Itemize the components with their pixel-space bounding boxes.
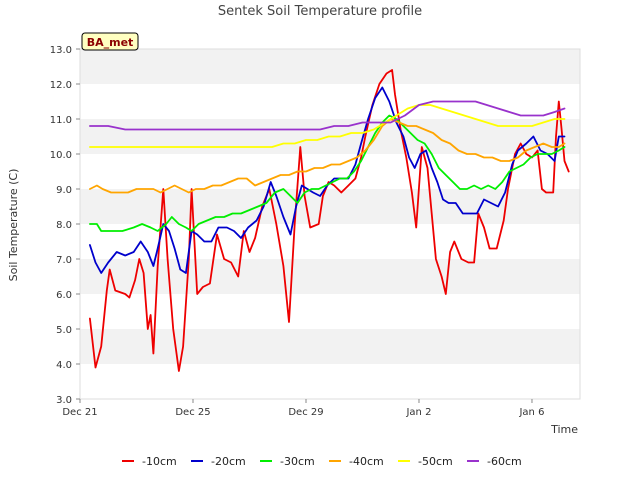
y-tick-label: 6.0 <box>56 290 72 301</box>
legend-label: -40cm <box>349 455 384 468</box>
x-tick-label: Dec 29 <box>288 407 323 418</box>
grid-band <box>80 224 580 259</box>
grid-band <box>80 329 580 364</box>
y-tick-label: 9.0 <box>56 185 72 196</box>
station-label-background <box>81 32 139 51</box>
legend-label: -10cm <box>142 455 177 468</box>
grid-band <box>80 84 580 119</box>
legend-label: -60cm <box>487 455 522 468</box>
legend: -10cm -20cm -30cm -40cm -50cm -60cm <box>122 455 522 468</box>
y-tick-label: 8.0 <box>56 220 72 231</box>
y-axis: 3.0 4.0 5.0 6.0 7.0 8.0 9.0 10.0 11.0 12.0 13.0 <box>50 45 80 406</box>
chart-title: Sentek Soil Temperature profile <box>218 4 422 19</box>
legend-label: -30cm <box>280 455 315 468</box>
series-line-60cmcm <box>89 100 566 131</box>
y-tick-label: 7.0 <box>56 255 72 266</box>
grid-band <box>80 259 580 294</box>
station-label-box: BA_met <box>81 32 139 51</box>
x-tick-label: Jan 2 <box>405 407 431 418</box>
station-label: BA_met <box>87 36 134 49</box>
grid-bands <box>80 49 580 399</box>
legend-label: -50cm <box>418 455 453 468</box>
series-line-30cmcm <box>89 114 566 232</box>
y-tick-label: 12.0 <box>50 80 72 91</box>
y-tick-label: 11.0 <box>50 115 72 126</box>
grid-band <box>80 364 580 399</box>
legend-label: -20cm <box>211 455 246 468</box>
series-line-50cmcm <box>89 104 566 148</box>
y-tick-label: 10.0 <box>50 150 72 161</box>
series-line-40cmcm <box>89 118 566 194</box>
x-tick-label: Dec 21 <box>62 407 97 418</box>
grid-band <box>80 49 580 84</box>
y-tick-label: 3.0 <box>56 395 72 406</box>
y-axis-title: Soil Temperature (C) <box>7 169 20 282</box>
x-tick-label: Jan 6 <box>518 407 544 418</box>
x-axis: Dec 21 Dec 25 Dec 29 Jan 2 Jan 6 <box>62 399 544 418</box>
grid-band <box>80 294 580 329</box>
y-tick-label: 5.0 <box>56 325 72 336</box>
series-layer <box>89 69 570 372</box>
y-tick-label: 13.0 <box>50 45 72 56</box>
series-line-10cmcm <box>89 69 570 372</box>
x-axis-title: Time <box>550 423 578 436</box>
x-tick-label: Dec 25 <box>175 407 210 418</box>
y-tick-label: 4.0 <box>56 360 72 371</box>
